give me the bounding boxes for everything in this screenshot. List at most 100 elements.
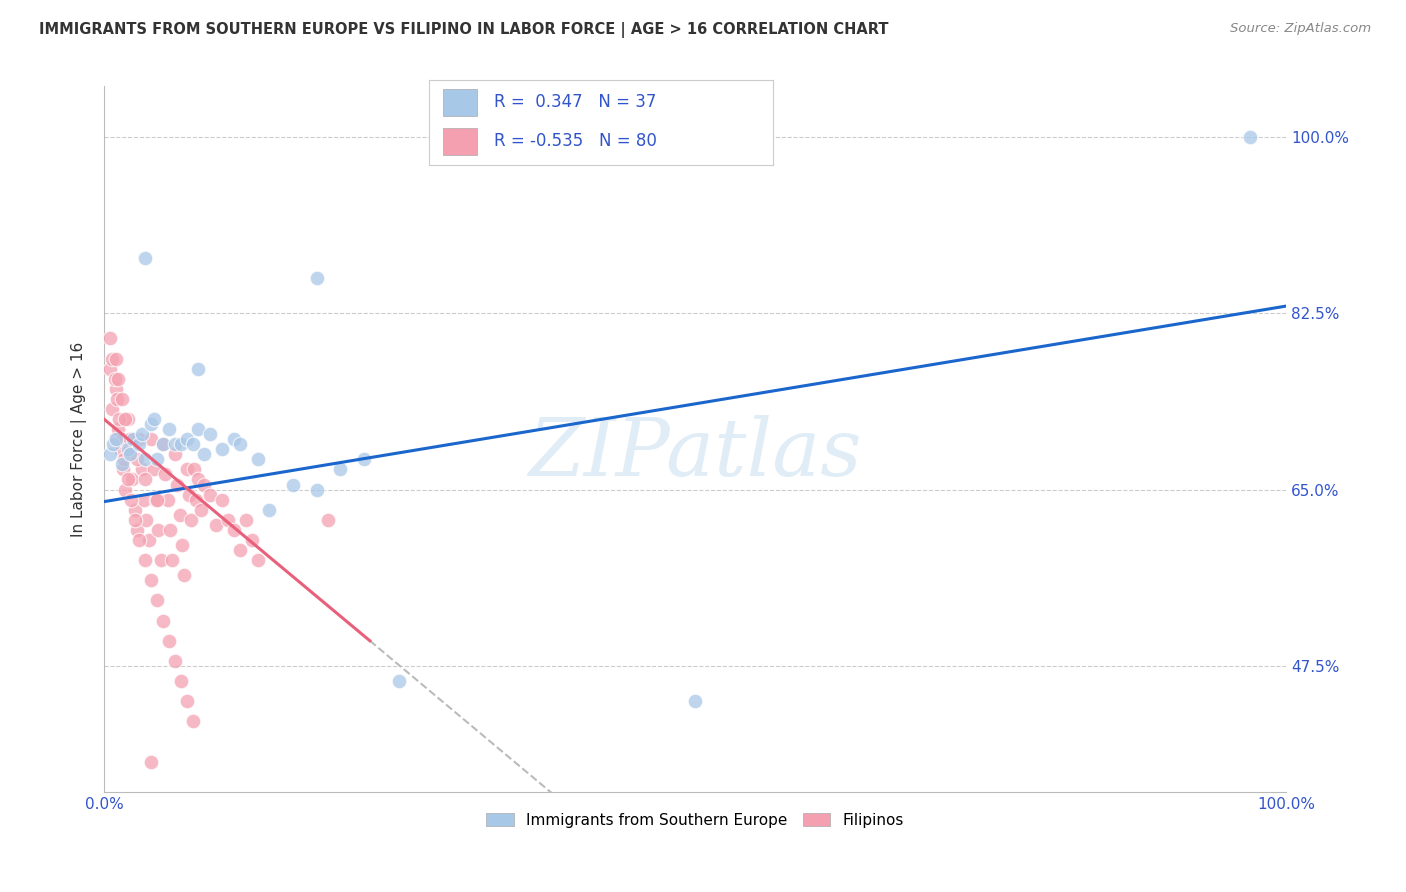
Point [107,422,129,436]
Point [211,492,233,507]
Point [104,351,127,366]
Point [157,633,180,648]
Point [184,492,207,507]
Point [108,412,131,426]
Point [152,437,174,451]
Point [138,533,160,547]
Point [103,437,125,451]
Point [142,462,165,476]
Point [120,492,142,507]
Point [211,442,233,457]
Point [305,483,328,497]
Point [305,271,328,285]
Point [146,452,169,467]
Point [98,361,121,376]
Point [104,382,127,396]
Point [146,593,169,607]
Point [125,452,148,467]
Point [134,452,156,467]
Text: R = -0.535   N = 80: R = -0.535 N = 80 [495,132,657,150]
Point [176,432,198,446]
Bar [443,89,477,116]
Point [176,462,198,476]
Point [156,492,179,507]
Point [141,432,163,446]
Point [163,447,186,461]
Point [117,442,139,457]
Point [181,437,204,451]
Text: IMMIGRANTS FROM SOUTHERN EUROPE VS FILIPINO IN LABOR FORCE | AGE > 16 CORRELATIO: IMMIGRANTS FROM SOUTHERN EUROPE VS FILIP… [39,22,889,38]
Point [149,553,172,567]
Point [134,553,156,567]
Point [170,437,193,451]
Point [205,517,228,532]
Point [181,714,204,729]
Point [134,473,156,487]
Point [388,674,411,689]
Point [235,513,257,527]
Point [135,513,157,527]
Point [134,251,156,265]
Point [157,422,180,436]
Point [114,412,136,426]
Point [152,437,174,451]
Point [163,437,186,451]
Point [229,543,252,558]
Point [246,452,269,467]
Point [112,452,135,467]
Point [170,674,193,689]
Point [159,523,181,537]
Point [114,483,136,497]
Point [318,513,340,527]
Point [148,523,170,537]
Point [152,614,174,628]
Point [118,447,141,461]
Point [118,442,141,457]
Point [121,473,143,487]
Point [229,437,252,451]
Point [131,427,153,442]
Point [107,372,129,386]
Point [142,412,165,426]
Point [132,492,155,507]
Point [281,477,304,491]
Point [353,452,375,467]
Point [128,432,150,446]
Point [187,473,209,487]
Point [98,331,121,345]
Point [190,502,212,516]
Point [200,427,222,442]
Point [103,432,125,446]
Point [124,502,146,516]
Point [1239,129,1261,144]
Point [131,462,153,476]
Point [101,401,124,416]
Point [193,447,215,461]
Point [170,538,193,552]
Point [125,523,148,537]
Point [217,513,239,527]
Point [146,492,169,507]
Point [128,437,150,451]
Y-axis label: In Labor Force | Age > 16: In Labor Force | Age > 16 [72,342,87,537]
Point [162,553,184,567]
Point [200,487,222,501]
Point [187,422,209,436]
Point [145,492,167,507]
Point [187,361,209,376]
Point [176,694,198,708]
Point [329,462,352,476]
Point [111,458,134,472]
Point [222,432,245,446]
Point [683,694,706,708]
Point [166,477,188,491]
Point [118,432,141,446]
Point [183,462,205,476]
Point [128,533,150,547]
Point [177,487,200,501]
Point [98,447,121,461]
Point [101,351,124,366]
Point [163,654,186,668]
Point [155,467,177,482]
Point [111,462,134,476]
